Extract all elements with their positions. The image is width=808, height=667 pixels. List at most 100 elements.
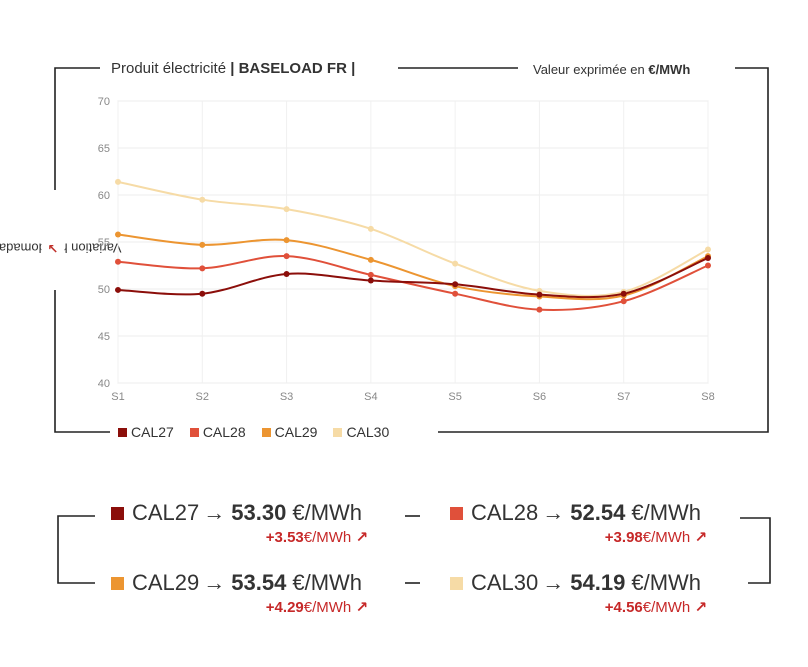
legend-label-cal27: CAL27 [131,424,174,440]
series-line-cal30 [117,180,709,297]
x-tick-label: S2 [196,391,209,403]
summary-swatch-cal27 [111,506,124,520]
data-point-cal27[interactable] [536,291,543,298]
unit-prefix: Valeur exprimée en [533,62,649,77]
summary-unit: €/MWh [292,570,363,595]
summary-name: CAL29 [132,570,200,595]
summary-value: 52.54 [570,500,626,525]
summary-change: +3.53€/MWh ↗ [265,529,369,546]
summary-name: CAL28 [471,500,539,525]
product-name: | BASELOAD FR | [230,60,356,77]
summary-name: CAL27 [132,500,200,525]
trend-up-icon: ↗ [694,529,708,546]
summary-bracket-left [57,515,95,584]
data-point-cal27[interactable] [705,254,711,261]
chart-frame-left-bottom [54,290,110,433]
summary-card-cal28: CAL28 → 52.54 €/MWh +3.98€/MWh ↗ [444,500,708,546]
data-point-cal30[interactable] [283,206,290,213]
legend-swatch-cal30 [333,427,343,437]
arrow-right-icon: → [203,570,226,595]
summary-unit: €/MWh [631,500,702,525]
summary-change: +4.29€/MWh ↗ [265,599,369,616]
legend-swatch-cal29 [261,427,271,437]
data-point-cal27[interactable] [115,286,121,293]
summary-value: 54.19 [570,570,626,595]
x-tick-label: S1 [111,391,124,403]
summary-card-cal30: CAL30 → 54.19 €/MWh +4.56€/MWh ↗ [444,570,708,616]
summary-bracket-right [740,517,771,584]
chart-title: Produit électricité | BASELOAD FR | [103,60,364,77]
product-prefix: Produit électricité [111,60,231,77]
data-point-cal28[interactable] [283,253,290,260]
data-point-cal28[interactable] [367,271,374,278]
legend-item-cal30[interactable]: CAL30 [333,424,389,440]
summary-card-cal29: CAL29 → 53.54 €/MWh +4.29€/MWh ↗ [105,570,369,616]
data-point-cal29[interactable] [115,231,121,238]
series-line-cal27 [117,257,709,299]
chart-frame-left [54,67,100,190]
x-tick-label: S4 [364,391,377,403]
arrow-right-icon: → [542,500,565,525]
x-tick-label: S8 [701,391,714,403]
series-line-cal28 [117,255,709,311]
summary-unit: €/MWh [292,500,363,525]
data-point-cal29[interactable] [367,256,374,263]
data-point-cal28[interactable] [452,290,459,297]
data-point-cal30[interactable] [115,178,121,185]
data-point-cal27[interactable] [283,270,290,277]
arrow-right-icon: → [542,570,565,595]
legend-item-cal27[interactable]: CAL27 [118,424,174,440]
x-tick-label: S5 [448,391,461,403]
y-tick-label: 70 [98,96,110,108]
trend-up-icon: ↗ [355,529,369,546]
unit-label: Valeur exprimée en €/MWh [525,62,699,77]
y-tick-label: 65 [98,143,110,155]
legend-item-cal28[interactable]: CAL28 [189,424,246,440]
chart-frame-right [438,67,769,433]
data-point-cal27[interactable] [367,277,374,284]
data-point-cal30[interactable] [705,246,711,253]
legend-label-cal29: CAL29 [274,424,318,440]
trend-up-icon: ↗ [355,599,369,616]
y-tick-label: 50 [98,284,110,296]
y-tick-label: 55 [98,237,110,249]
y-tick-label: 45 [98,331,110,343]
summary-unit: €/MWh [631,570,702,595]
data-point-cal27[interactable] [620,290,627,297]
data-point-cal30[interactable] [199,196,206,203]
summary-value: 53.30 [231,500,287,525]
data-point-cal28[interactable] [620,298,627,305]
trend-up-icon: ↗ [694,599,708,616]
data-point-cal28[interactable] [705,262,711,269]
data-point-cal28[interactable] [199,265,206,272]
data-point-cal27[interactable] [199,290,206,297]
y-tick-label: 60 [98,190,110,202]
chart-legend: CAL27 CAL28 CAL29 CAL30 [110,424,398,440]
data-point-cal28[interactable] [115,258,121,265]
x-tick-label: S7 [617,391,630,403]
data-point-cal29[interactable] [283,237,290,244]
legend-label-cal30: CAL30 [346,424,390,440]
summary-swatch-cal30 [450,576,463,590]
summary-name: CAL30 [471,570,539,595]
summary-value: 53.54 [231,570,287,595]
summary-swatch-cal28 [450,506,463,520]
legend-swatch-cal27 [118,427,127,437]
arrow-right-icon: → [203,500,226,525]
summary-change: +4.56€/MWh ↗ [604,599,708,616]
legend-item-cal29[interactable]: CAL29 [261,424,318,440]
legend-label-cal28: CAL28 [202,424,246,440]
data-point-cal30[interactable] [452,260,459,267]
data-point-cal27[interactable] [452,281,459,288]
legend-swatch-cal28 [189,427,199,437]
data-point-cal28[interactable] [536,306,543,313]
summary-change: +3.98€/MWh ↗ [604,529,708,546]
unit-value: €/MWh [648,62,691,77]
summary-swatch-cal29 [111,576,124,590]
y-tick-label: 40 [98,378,110,390]
data-point-cal30[interactable] [367,225,374,232]
summary-card-cal27: CAL27 → 53.30 €/MWh +3.53€/MWh ↗ [105,500,369,546]
data-point-cal29[interactable] [199,241,206,248]
